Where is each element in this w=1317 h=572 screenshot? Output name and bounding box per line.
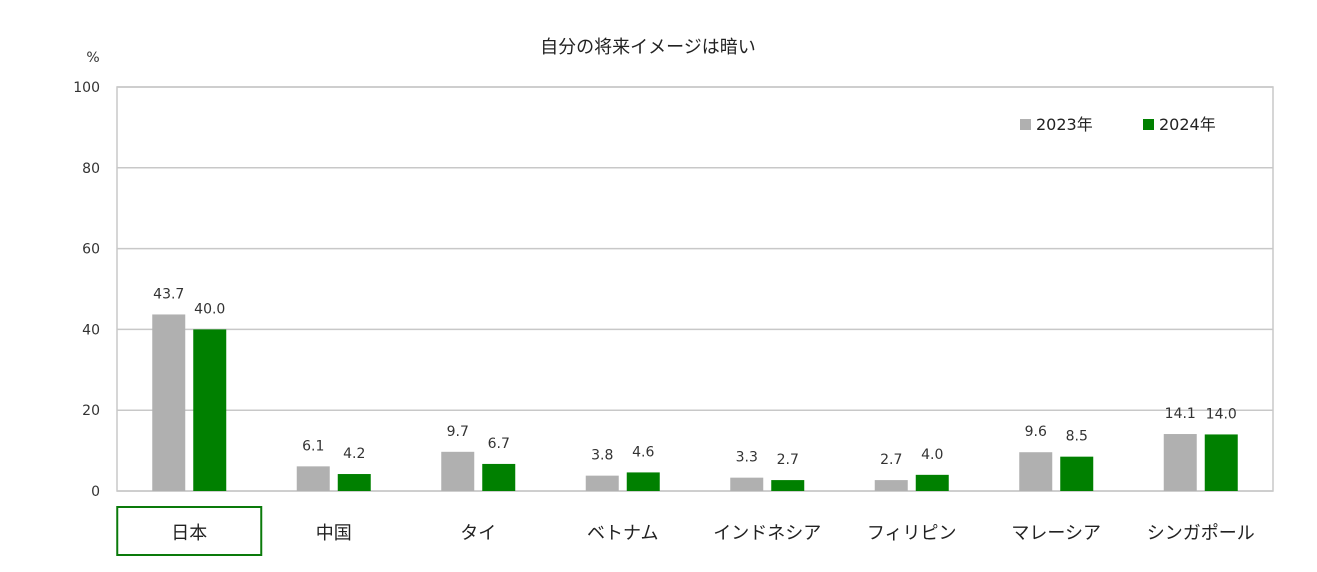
bar-series1: [874, 480, 908, 491]
data-label: 3.3: [736, 450, 758, 466]
bar-layer: [152, 314, 1238, 491]
y-tick-label: 40: [82, 322, 100, 338]
category-label: 日本: [171, 523, 207, 544]
data-label: 9.7: [447, 424, 469, 440]
category-label: タイ: [460, 523, 496, 544]
bar-series2: [193, 329, 227, 491]
legend-label: 2024年: [1159, 115, 1216, 134]
legend: 2023年 2024年: [1020, 115, 1216, 134]
y-tick-label: 0: [91, 484, 100, 500]
category-label: フィリピン: [867, 523, 957, 544]
y-tick-label: 80: [82, 161, 100, 177]
bar-series1: [1163, 434, 1197, 491]
data-label: 3.8: [591, 448, 613, 464]
y-tick-label: 20: [82, 403, 100, 419]
data-label: 14.1: [1165, 406, 1196, 422]
highlight-box: [116, 506, 263, 556]
bar-series1: [585, 475, 619, 491]
legend-swatch: [1020, 119, 1031, 130]
category-layer: 日本 中国 タイ ベトナム インドネシア フィリピン マレーシア シンガポール: [116, 506, 1255, 556]
bar-series2: [1060, 456, 1094, 491]
category-label: インドネシア: [713, 523, 821, 544]
data-label: 14.0: [1206, 406, 1237, 422]
label-layer: 43.7 40.0 6.1 4.2 9.7 6.7 3.8 4.6 3.3 2.7 2.7 4.0 9.…: [153, 286, 1237, 468]
data-label: 43.7: [153, 286, 184, 302]
bar-series1: [296, 466, 330, 491]
chart-title: 自分の将来イメージは暗い: [540, 37, 756, 58]
data-label: 4.2: [343, 446, 365, 462]
data-label: 40.0: [194, 301, 225, 317]
bar-series2: [482, 463, 516, 491]
category-label: 中国: [316, 523, 352, 544]
bar-series2: [771, 480, 805, 491]
bar-series2: [337, 474, 371, 491]
data-label: 2.7: [777, 452, 799, 468]
grid-layer: 0 20 40 60 80 100: [73, 80, 1274, 500]
y-tick-label: 60: [82, 242, 100, 258]
data-label: 6.1: [302, 438, 324, 454]
legend-label: 2023年: [1036, 115, 1093, 134]
category-label: シンガポール: [1147, 523, 1255, 544]
bar-series1: [441, 451, 475, 491]
bar-series1: [1019, 452, 1053, 491]
plot-area: [116, 86, 1274, 492]
bar-series2: [915, 474, 949, 491]
legend-swatch: [1143, 119, 1154, 130]
data-label: 4.0: [921, 447, 943, 463]
bar-series2: [626, 472, 660, 491]
data-label: 2.7: [880, 452, 902, 468]
bar-series1: [152, 314, 186, 491]
category-label: マレーシア: [1011, 523, 1101, 544]
data-label: 4.6: [632, 444, 654, 460]
bar-series2: [1204, 434, 1238, 491]
data-label: 6.7: [488, 436, 510, 452]
y-tick-label: 100: [73, 80, 100, 96]
bar-series1: [730, 477, 764, 491]
data-label: 8.5: [1066, 429, 1088, 445]
category-label: ベトナム: [587, 523, 658, 544]
data-label: 9.6: [1025, 424, 1047, 440]
y-axis-unit: %: [86, 50, 99, 66]
